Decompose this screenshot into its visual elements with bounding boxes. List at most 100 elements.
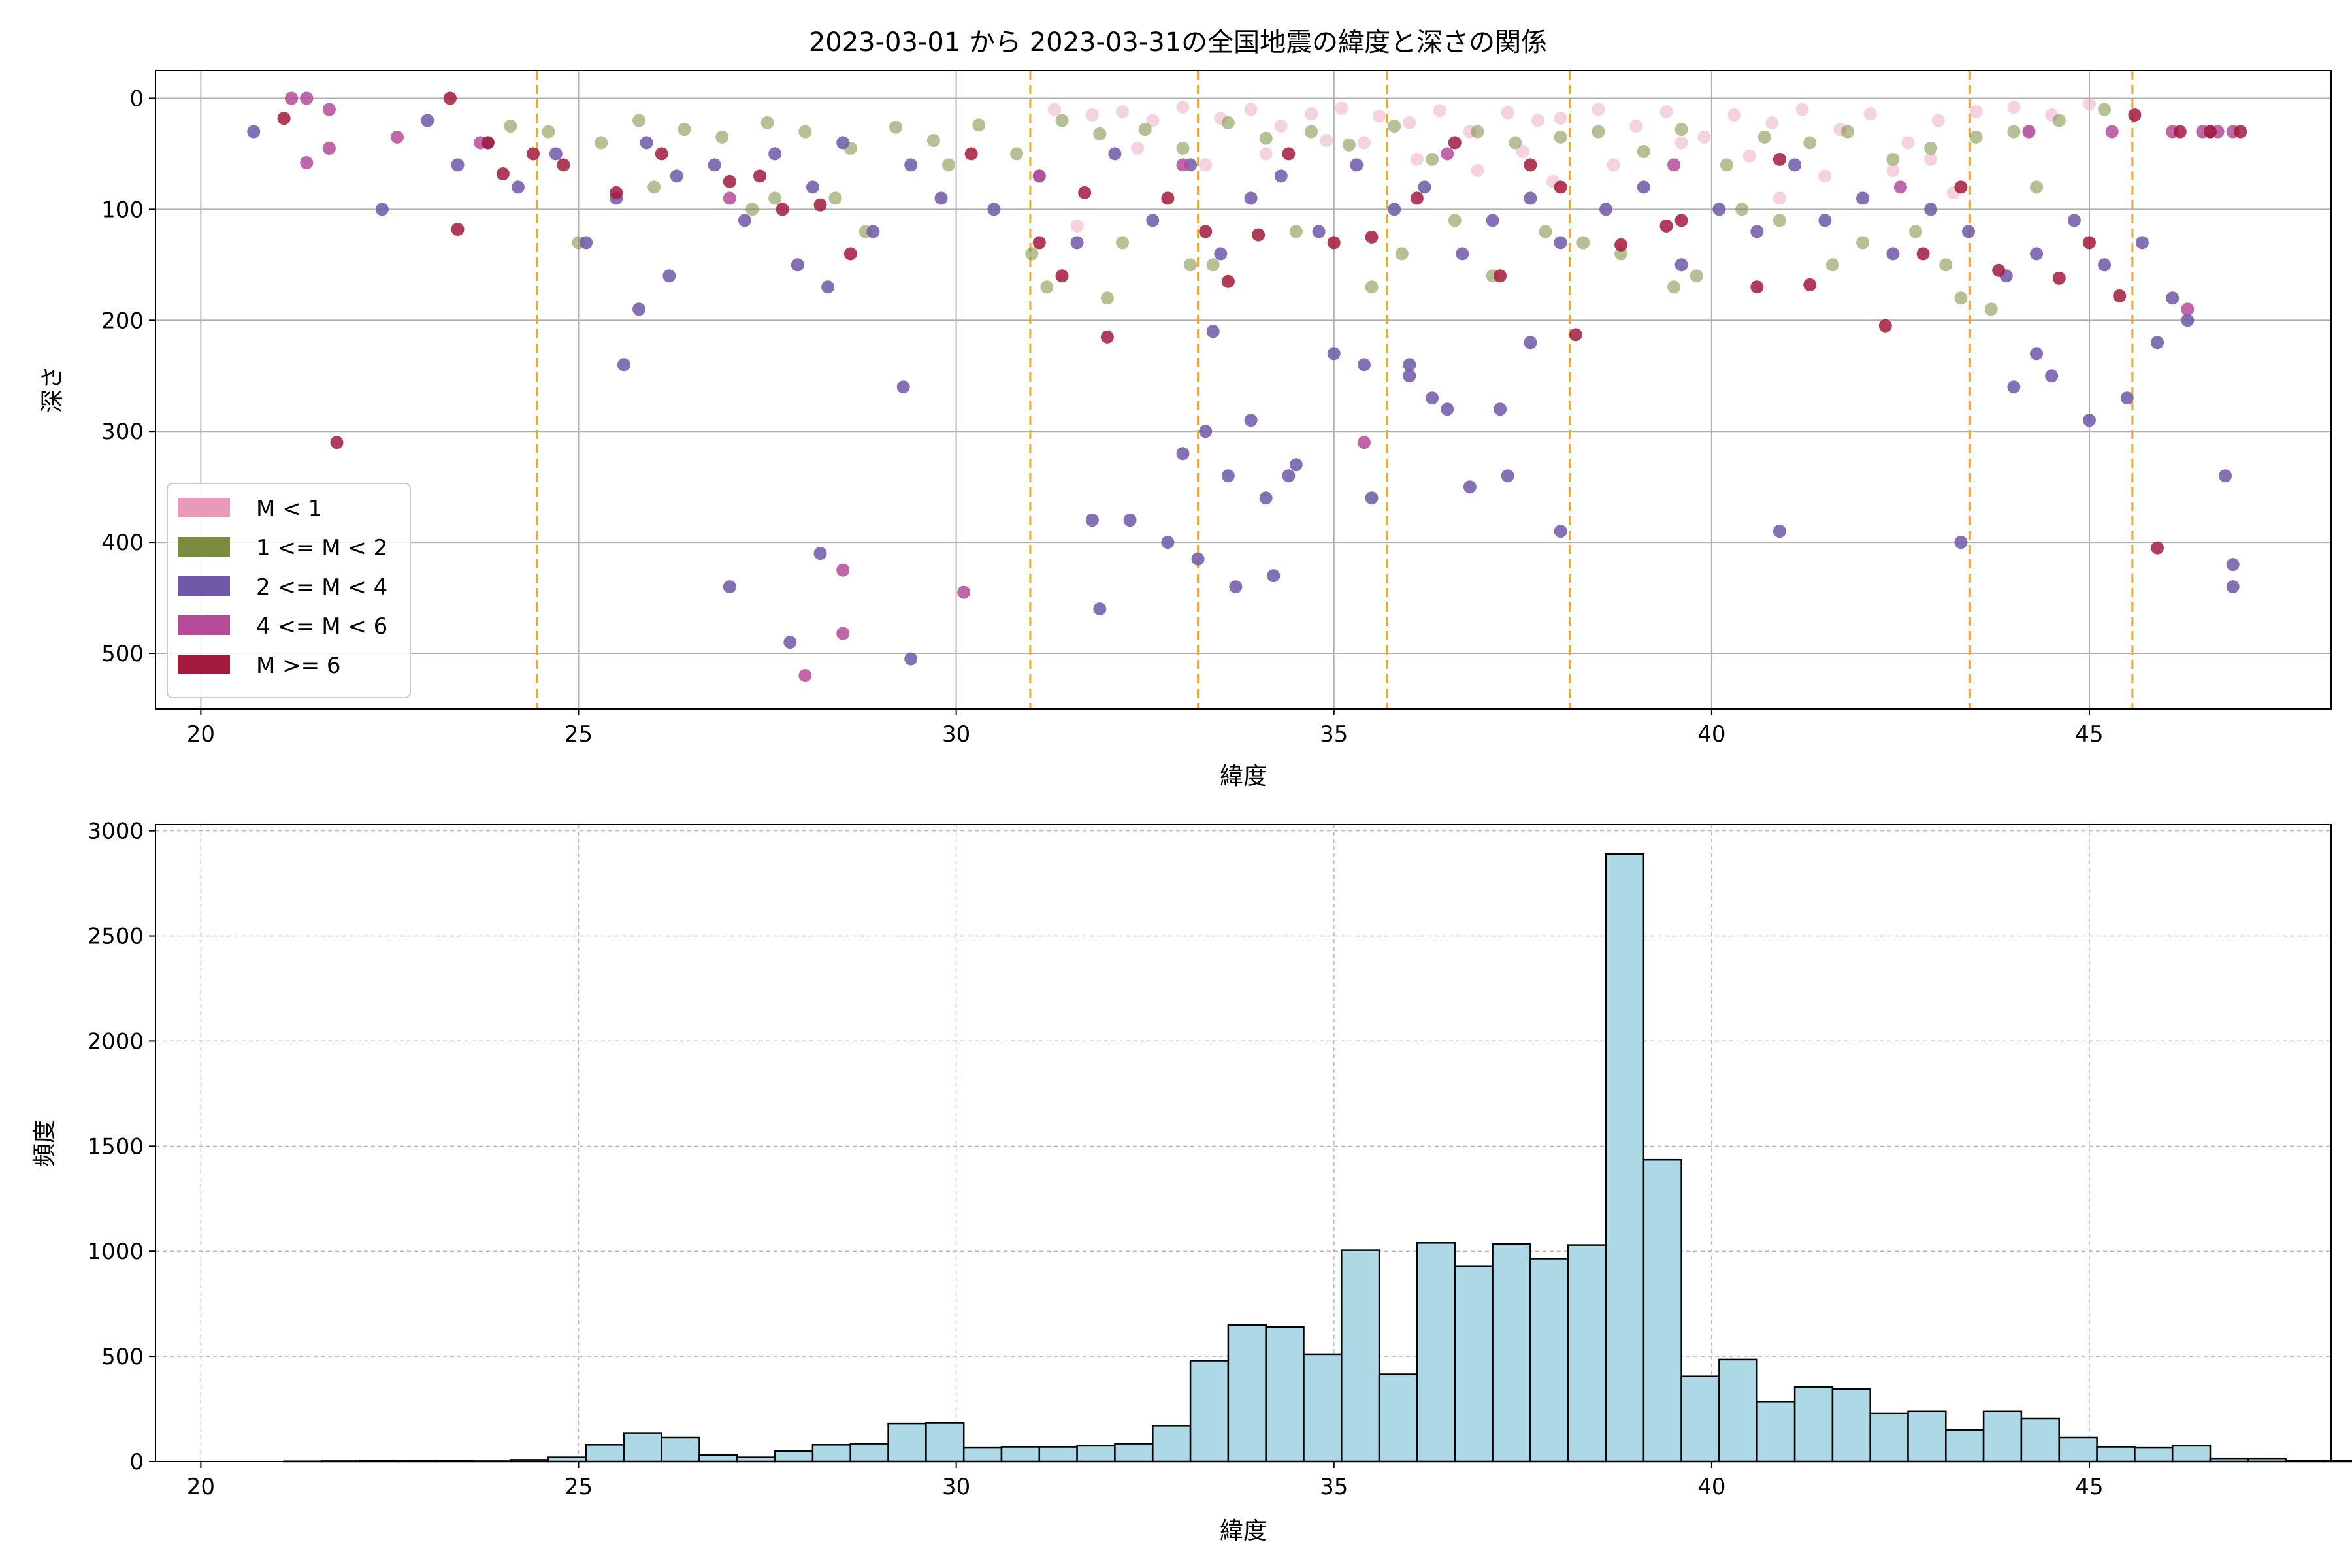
scatter-point [285, 91, 299, 105]
scatter-point [1448, 214, 1462, 227]
histogram-bar [1303, 1353, 1343, 1463]
scatter-point [2030, 347, 2044, 361]
scatter-point [753, 169, 766, 183]
scatter-point [715, 130, 729, 144]
scatter-point [2166, 291, 2180, 305]
scatter-point [1886, 152, 1900, 166]
scatter-point [1176, 101, 1190, 114]
scatter-point [1772, 525, 1786, 538]
scatter-point [1078, 186, 1092, 199]
scatter-point [1720, 158, 1733, 172]
scatter-point [1267, 569, 1281, 583]
scatter-point [632, 302, 645, 316]
scatter-point [1259, 147, 1273, 161]
histogram-bar [1378, 1373, 1418, 1463]
scatter-point [1637, 145, 1650, 158]
scatter-point [1803, 278, 1817, 291]
y-tick-label: 200 [101, 308, 144, 334]
scatter-point [496, 167, 510, 180]
y-tick-label: 2000 [87, 1028, 144, 1054]
scatter-point [2105, 125, 2119, 139]
scatter-point [451, 158, 465, 172]
histogram-bar [1907, 1410, 1947, 1463]
scatter-point [1289, 225, 1303, 238]
scatter-point [1629, 120, 1643, 133]
scatter-point [1494, 269, 1507, 283]
scatter-title: 2023-03-01 から 2023-03-31の全国地震の緯度と深さの関係 [809, 27, 1547, 57]
scatter-point [1229, 580, 1243, 594]
histogram-bar [2058, 1436, 2098, 1463]
scatter-point [1305, 125, 1318, 139]
scatter-point [1108, 147, 1122, 161]
histogram-bar [774, 1450, 814, 1463]
histogram-x-axis-label: 緯度 [1220, 1518, 1267, 1544]
scatter-point [896, 380, 910, 394]
scatter-point [1471, 125, 1484, 139]
histogram-grid [155, 825, 2331, 1462]
scatter-point [1206, 258, 1220, 272]
scatter-point [1138, 123, 1152, 137]
scatter-point [1735, 203, 1749, 216]
scatter-point [1795, 103, 1809, 116]
scatter-point [1607, 158, 1620, 172]
scatter-point [1954, 180, 1968, 194]
scatter-point [557, 158, 570, 172]
scatter-point [2113, 289, 2127, 302]
y-tick-label: 0 [129, 1449, 144, 1475]
scatter-point [1047, 103, 1061, 116]
x-tick-label: 45 [2075, 721, 2103, 747]
scatter-point [1289, 458, 1303, 472]
scatter-legend: M < 1 1 <= M < 2 2 <= M < 4 4 <= M < 6 M >= … [167, 483, 411, 698]
scatter-point [1244, 191, 1258, 205]
scatter-point [2173, 125, 2187, 139]
scatter-point [1569, 328, 1582, 342]
scatter-point [1878, 319, 1892, 333]
scatter-point [1221, 116, 1235, 129]
scatter-point [1055, 114, 1069, 127]
histogram-bar [887, 1422, 927, 1463]
scatter-point [1772, 214, 1786, 227]
histogram-plot-frame [155, 824, 2332, 1462]
scatter-point [1818, 214, 1832, 227]
histogram-bar [1869, 1412, 1909, 1463]
scatter-point [451, 223, 465, 236]
series-0-points [1047, 97, 2096, 233]
scatter-point [828, 191, 842, 205]
scatter-point [1599, 203, 1612, 216]
scatter-point [1516, 145, 1529, 158]
scatter-point [2151, 336, 2164, 350]
scatter-point [1909, 225, 1923, 238]
scatter-point [1199, 158, 1213, 172]
scatter-point [2098, 258, 2112, 272]
scatter-point [1358, 136, 1371, 150]
scatter-point [1984, 302, 1998, 316]
histogram-bar [1341, 1249, 1380, 1463]
scatter-point [1924, 141, 1938, 155]
scatter-point [670, 169, 683, 183]
scatter-point [783, 636, 797, 649]
scatter-point [1463, 480, 1477, 494]
scatter-point [1524, 336, 1537, 350]
scatter-point [1637, 180, 1650, 194]
scatter-point [1901, 136, 1915, 150]
histogram-bar [661, 1436, 700, 1463]
scatter-point [662, 269, 676, 283]
histogram-bar [849, 1443, 889, 1463]
legend-label: 4 <= M < 6 [256, 613, 387, 640]
legend-swatch [178, 498, 230, 517]
scatter-point [1373, 109, 1386, 123]
scatter-point [1025, 247, 1039, 261]
scatter-point [926, 134, 940, 147]
scatter-point [1931, 114, 1945, 127]
histogram-bar [1642, 1158, 1682, 1463]
legend-label: 1 <= M < 2 [256, 535, 387, 561]
scatter-point [1916, 247, 1930, 261]
scatter-point [1244, 103, 1258, 116]
scatter-point [1539, 225, 1552, 238]
scatter-point [542, 125, 555, 139]
scatter-point [1712, 203, 1726, 216]
histogram-bar [698, 1454, 738, 1463]
scatter-point [1221, 274, 1235, 288]
scatter-point [610, 186, 623, 199]
